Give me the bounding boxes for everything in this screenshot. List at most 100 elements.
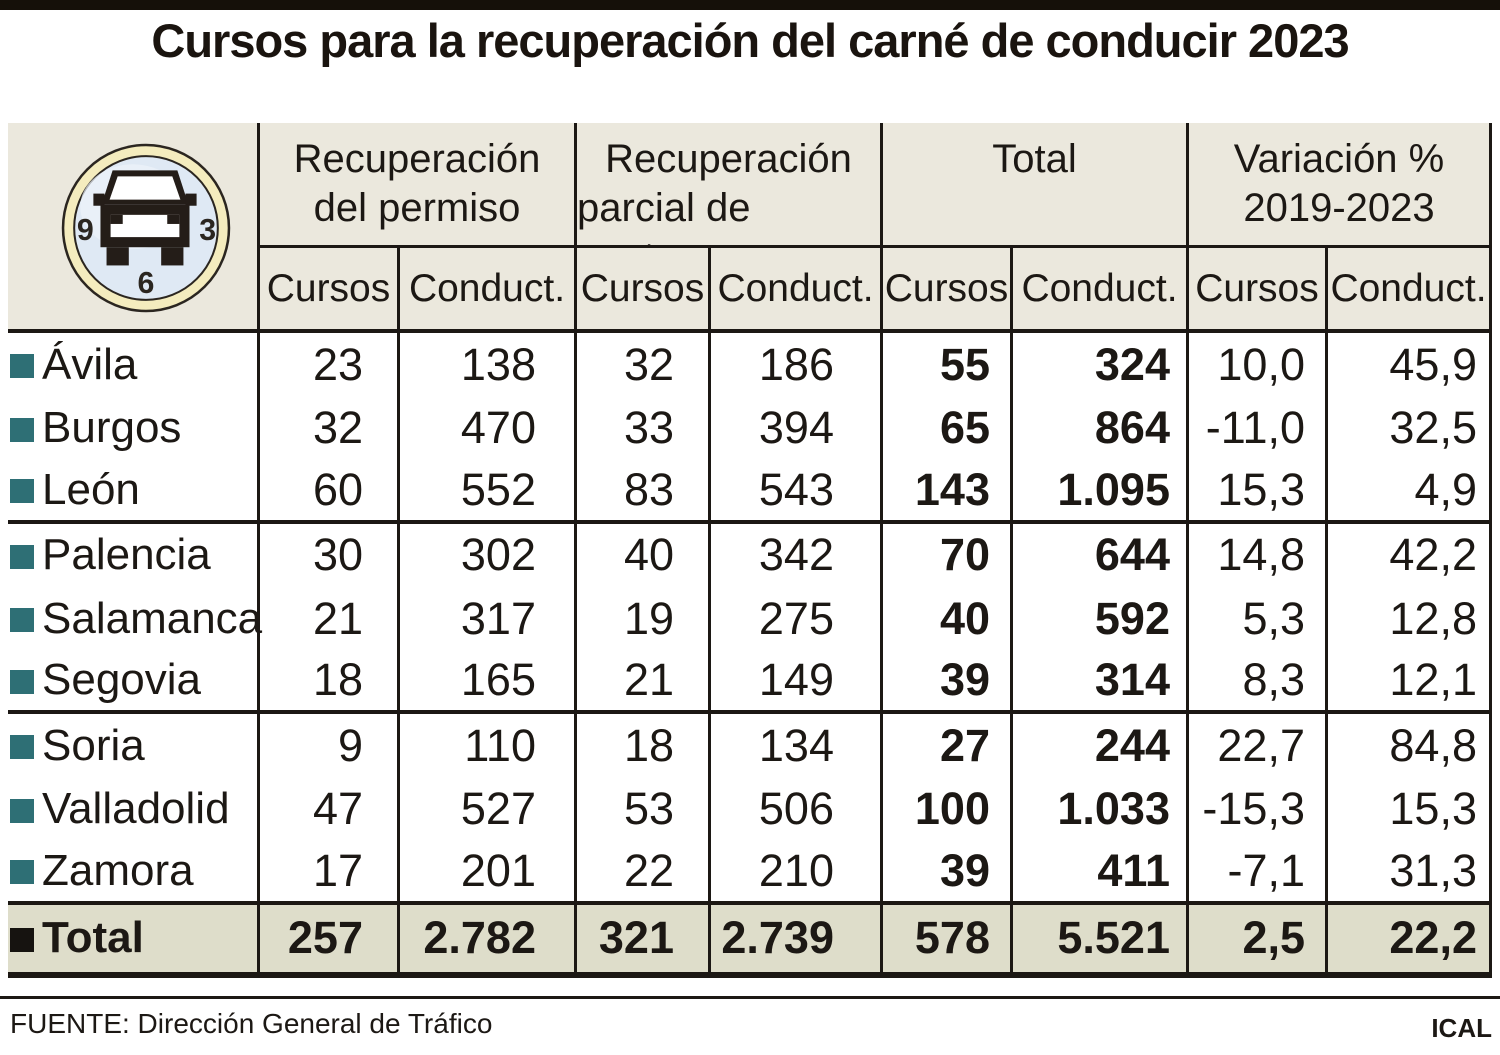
clock-number-3: 3: [199, 214, 216, 247]
group-header-recuperacion-puntos: Recuperación parcial de puntos: [574, 123, 880, 279]
cell-conduct-puntos: 2.739: [708, 904, 880, 978]
cell-conduct-total: 1.095: [1010, 460, 1186, 524]
bullet-icon: [10, 860, 34, 885]
row-label: Salamanca: [42, 593, 263, 643]
cell-conduct-total: 324: [1010, 333, 1186, 397]
cell-variacion-cursos: 10,0: [1186, 333, 1325, 397]
cell-cursos-total: 100: [880, 777, 1010, 841]
cell-variacion-conduct: 12,1: [1325, 650, 1492, 714]
cell-cursos-puntos: 19: [574, 587, 708, 651]
row-label: Burgos: [42, 403, 182, 453]
cell-conduct-permiso: 165: [397, 650, 574, 714]
cell-conduct-total: 1.033: [1010, 777, 1186, 841]
cell-conduct-puntos: 186: [708, 333, 880, 397]
agency-credit: ICAL: [1431, 1013, 1492, 1043]
row-label-cell: Total: [8, 904, 257, 978]
cell-conduct-puntos: 543: [708, 460, 880, 524]
data-table: 12 3 6 9 Recuperaci: [8, 123, 1492, 978]
cell-cursos-total: 578: [880, 904, 1010, 978]
cell-cursos-permiso: 17: [257, 841, 397, 905]
cell-variacion-cursos: 22,7: [1186, 714, 1325, 778]
cell-cursos-permiso: 47: [257, 777, 397, 841]
row-label: Ávila: [42, 339, 138, 389]
row-label: León: [42, 464, 140, 514]
cell-conduct-permiso: 470: [397, 396, 574, 460]
row-label-cell: Zamora: [8, 841, 257, 905]
cell-cursos-puntos: 33: [574, 396, 708, 460]
cell-variacion-conduct: 45,9: [1325, 333, 1492, 397]
cell-variacion-conduct: 84,8: [1325, 714, 1492, 778]
row-label-cell: Soria: [8, 714, 257, 778]
cell-cursos-total: 55: [880, 333, 1010, 397]
row-label-cell: Palencia: [8, 524, 257, 588]
cell-variacion-conduct: 31,3: [1325, 841, 1492, 905]
cell-cursos-puntos: 21: [574, 650, 708, 714]
bullet-icon: [10, 669, 34, 694]
cell-conduct-puntos: 275: [708, 587, 880, 651]
clock-number-9: 9: [77, 214, 94, 247]
group-header-line1: Recuperación: [293, 137, 541, 181]
footer: FUENTE: Dirección General de Tráfico ICA…: [10, 1008, 1492, 1044]
cell-cursos-total: 39: [880, 650, 1010, 714]
cell-variacion-conduct: 4,9: [1325, 460, 1492, 524]
bullet-icon: [10, 354, 34, 379]
cell-cursos-total: 65: [880, 396, 1010, 460]
cell-cursos-permiso: 9: [257, 714, 397, 778]
page-title: Cursos para la recuperación del carné de…: [151, 14, 1349, 67]
cell-conduct-permiso: 2.782: [397, 904, 574, 978]
cell-variacion-cursos: -7,1: [1186, 841, 1325, 905]
cell-cursos-puntos: 18: [574, 714, 708, 778]
cell-variacion-cursos: 8,3: [1186, 650, 1325, 714]
cell-variacion-conduct: 32,5: [1325, 396, 1492, 460]
bullet-icon: [10, 798, 34, 823]
cell-conduct-puntos: 134: [708, 714, 880, 778]
cell-conduct-total: 314: [1010, 650, 1186, 714]
cell-cursos-puntos: 321: [574, 904, 708, 978]
column-header-conduct: Conduct.: [1010, 248, 1186, 333]
cell-conduct-total: 244: [1010, 714, 1186, 778]
group-header-line1: Variación %: [1233, 137, 1445, 181]
group-header-total: Total: [880, 123, 1186, 248]
cell-cursos-puntos: 32: [574, 333, 708, 397]
column-header-conduct: Conduct.: [708, 248, 880, 333]
cell-conduct-puntos: 394: [708, 396, 880, 460]
table-corner-cell: 12 3 6 9: [8, 123, 257, 333]
cell-conduct-puntos: 149: [708, 650, 880, 714]
car-clock-icon: 12 3 6 9: [61, 143, 231, 313]
cell-variacion-conduct: 22,2: [1325, 904, 1492, 978]
cell-conduct-total: 411: [1010, 841, 1186, 905]
column-header-cursos: Cursos: [880, 248, 1010, 333]
cell-conduct-total: 592: [1010, 587, 1186, 651]
cell-variacion-cursos: -15,3: [1186, 777, 1325, 841]
cell-conduct-total: 5.521: [1010, 904, 1186, 978]
bullet-icon: [10, 735, 34, 760]
row-label: Total: [42, 913, 144, 962]
cell-variacion-conduct: 12,8: [1325, 587, 1492, 651]
bullet-icon: [10, 417, 34, 442]
column-header-conduct: Conduct.: [397, 248, 574, 333]
cell-variacion-cursos: 5,3: [1186, 587, 1325, 651]
bullet-icon: [10, 608, 34, 633]
group-header-recuperacion-permiso: Recuperación del permiso: [257, 123, 574, 248]
cell-conduct-permiso: 138: [397, 333, 574, 397]
cell-cursos-permiso: 18: [257, 650, 397, 714]
cell-conduct-permiso: 201: [397, 841, 574, 905]
row-label-cell: Segovia: [8, 651, 257, 714]
cell-variacion-cursos: -11,0: [1186, 396, 1325, 460]
clock-number-6: 6: [138, 267, 155, 300]
cell-cursos-permiso: 23: [257, 333, 397, 397]
cell-conduct-total: 864: [1010, 396, 1186, 460]
cell-variacion-conduct: 42,2: [1325, 523, 1492, 587]
cell-cursos-total: 143: [880, 460, 1010, 524]
cell-variacion-cursos: 14,8: [1186, 523, 1325, 587]
row-label-cell: Salamanca: [8, 587, 262, 651]
cell-cursos-total: 39: [880, 841, 1010, 905]
row-label-cell: Burgos: [8, 397, 257, 461]
group-header-variacion: Variación % 2019-2023: [1186, 123, 1492, 248]
group-header-line2: del permiso: [313, 185, 521, 230]
cell-cursos-permiso: 30: [257, 523, 397, 587]
row-label: Zamora: [42, 845, 194, 895]
car-front-pictogram: [93, 170, 197, 266]
cell-cursos-puntos: 40: [574, 523, 708, 587]
